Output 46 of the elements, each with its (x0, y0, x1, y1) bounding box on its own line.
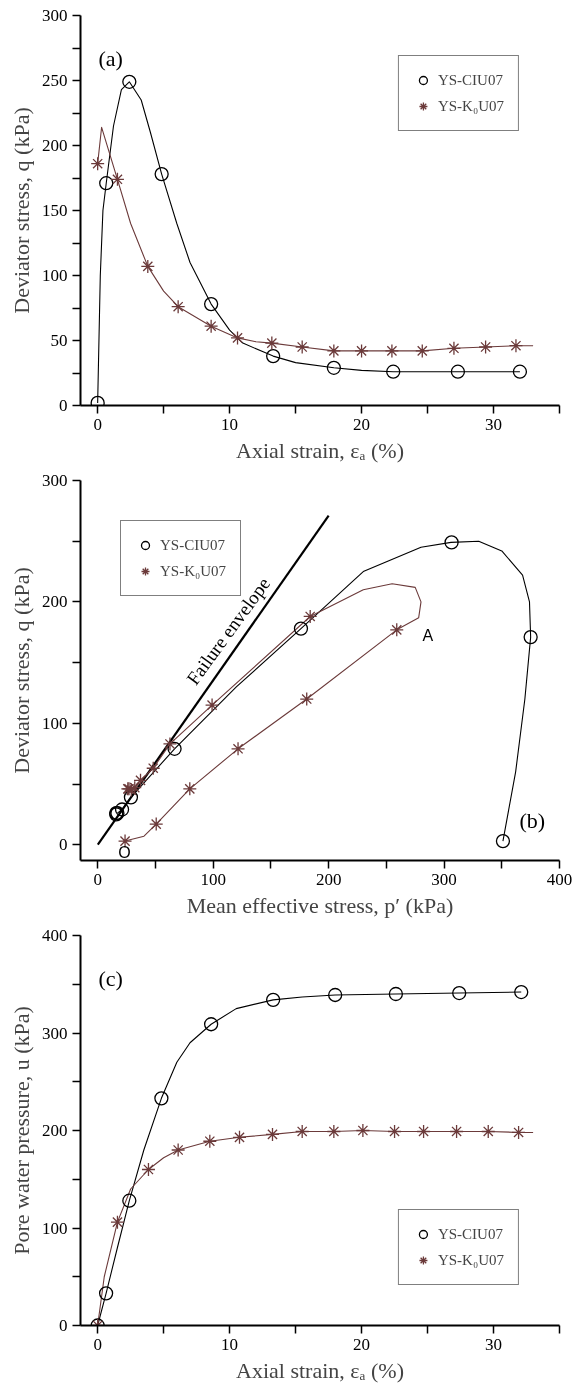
legend-label: YS-CIU07 (160, 536, 226, 554)
y-tick-label: 200 (42, 592, 68, 612)
y-axis-title: Deviator stress, q (kPa) (9, 107, 34, 314)
x-tick-label: 30 (485, 414, 503, 434)
y-tick-label: 200 (42, 1121, 68, 1140)
x-tick-label: 0 (93, 1334, 102, 1354)
y-tick-label: 400 (42, 926, 68, 945)
x-tick-label: 0 (93, 869, 103, 889)
x-tick-label: 20 (353, 1334, 371, 1354)
legend-label: YS-CIU07 (437, 71, 503, 89)
x-axis-title: Mean effective stress, p′ (kPa) (186, 892, 454, 918)
x-axis-title: Axial strain, εₐ (%) (236, 437, 405, 463)
legend-label: YS-K₀U07 (160, 562, 227, 580)
x-tick-label: 10 (221, 1334, 239, 1354)
y-tick-label: 0 (59, 835, 68, 855)
y-tick-label: 250 (42, 71, 68, 90)
y-tick-label: 50 (50, 331, 68, 350)
annotation: O (118, 844, 131, 862)
annotation: A (422, 627, 434, 645)
legend-label: YS-CIU07 (437, 1225, 503, 1243)
y-tick-label: 300 (42, 471, 68, 490)
y-tick-label: 150 (42, 201, 68, 220)
y-tick-label: 100 (42, 266, 68, 285)
y-tick-label: 100 (42, 1218, 68, 1238)
x-tick-label: 0 (93, 414, 102, 434)
y-tick-label: 200 (42, 136, 68, 155)
x-tick-label: 20 (353, 414, 371, 434)
text: (a) (98, 45, 123, 71)
text: (c) (98, 965, 123, 991)
y-axis-title: Pore water pressure, u (kPa) (9, 1006, 34, 1255)
y-tick-label: 300 (42, 6, 68, 25)
y-tick-label: 300 (42, 1023, 68, 1043)
x-tick-label: 30 (485, 1334, 503, 1354)
annotation: (b) (519, 807, 546, 833)
y-axis-title: Deviator stress, q (kPa) (9, 567, 34, 774)
x-tick-label: 10 (221, 414, 239, 434)
y-tick-label: 0 (59, 396, 68, 415)
x-tick-label: 400 (546, 869, 573, 889)
legend-label: YS-K₀U07 (437, 97, 504, 115)
y-tick-label: 0 (59, 1316, 68, 1335)
x-tick-label: 200 (315, 869, 342, 889)
legend-label: YS-K₀U07 (437, 1251, 504, 1269)
x-axis-title: Axial strain, εₐ (%) (236, 1357, 405, 1383)
x-tick-label: 100 (200, 869, 226, 889)
x-tick-label: 300 (431, 869, 457, 889)
y-tick-label: 100 (42, 713, 68, 733)
